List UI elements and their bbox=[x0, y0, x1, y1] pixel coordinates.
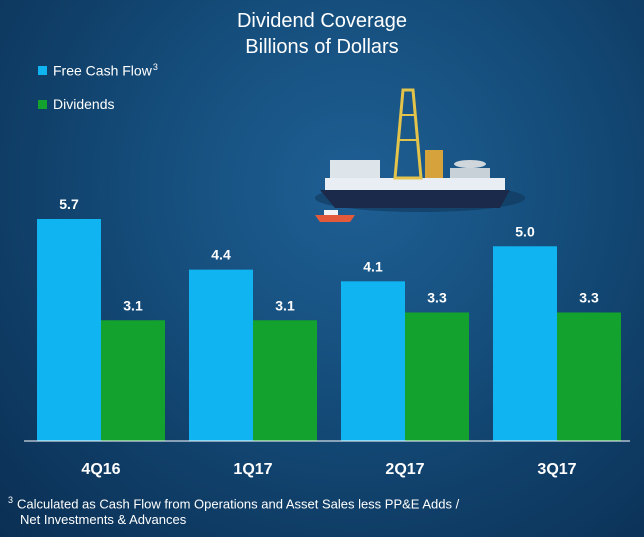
x-tick-label-3q17: 3Q17 bbox=[537, 461, 576, 478]
legend-swatch-dividends bbox=[38, 99, 47, 109]
legend-label-free-cash-flow: Free Cash Flow3 bbox=[53, 62, 158, 79]
x-tick-label-4q16: 4Q16 bbox=[81, 461, 120, 478]
data-label-dividends-2q17: 3.3 bbox=[427, 289, 447, 305]
data-label-free-cash-flow-2q17: 4.1 bbox=[363, 258, 383, 274]
x-tick-label-2q17: 2Q17 bbox=[385, 461, 424, 478]
drillship-image bbox=[315, 88, 525, 222]
bar-free-cash-flow-4q16 bbox=[37, 219, 101, 441]
legend-label-dividends: Dividends bbox=[53, 96, 115, 112]
data-label-free-cash-flow-3q17: 5.0 bbox=[515, 223, 535, 239]
bar-dividends-4q16 bbox=[101, 320, 165, 441]
data-label-dividends-1q17: 3.1 bbox=[275, 297, 295, 313]
bar-free-cash-flow-2q17 bbox=[341, 281, 405, 441]
bar-free-cash-flow-3q17 bbox=[493, 246, 557, 441]
chart-subtitle: Billions of Dollars bbox=[245, 36, 399, 58]
footnote-line-1: 3 Calculated as Cash Flow from Operations… bbox=[8, 495, 460, 512]
data-label-dividends-3q17: 3.3 bbox=[579, 289, 599, 305]
chart-title: Dividend Coverage bbox=[236, 10, 408, 32]
data-label-dividends-4q16: 3.1 bbox=[123, 297, 143, 313]
data-label-free-cash-flow-4q16: 5.7 bbox=[59, 196, 79, 212]
data-label-free-cash-flow-1q17: 4.4 bbox=[211, 247, 231, 263]
bar-dividends-1q17 bbox=[253, 320, 317, 441]
bar-dividends-2q17 bbox=[405, 312, 469, 441]
footnote-line-2: Net Investments & Advances bbox=[20, 512, 187, 528]
legend-item-free-cash-flow: Free Cash Flow3 bbox=[38, 62, 158, 79]
x-tick-label-1q17: 1Q17 bbox=[233, 461, 272, 478]
bar-dividends-3q17 bbox=[557, 312, 621, 441]
footnote: 3 Calculated as Cash Flow from Operations… bbox=[8, 492, 459, 528]
legend-swatch-free-cash-flow bbox=[38, 65, 47, 75]
legend-item-dividends: Dividends bbox=[38, 96, 114, 112]
bar-free-cash-flow-1q17 bbox=[189, 269, 253, 441]
